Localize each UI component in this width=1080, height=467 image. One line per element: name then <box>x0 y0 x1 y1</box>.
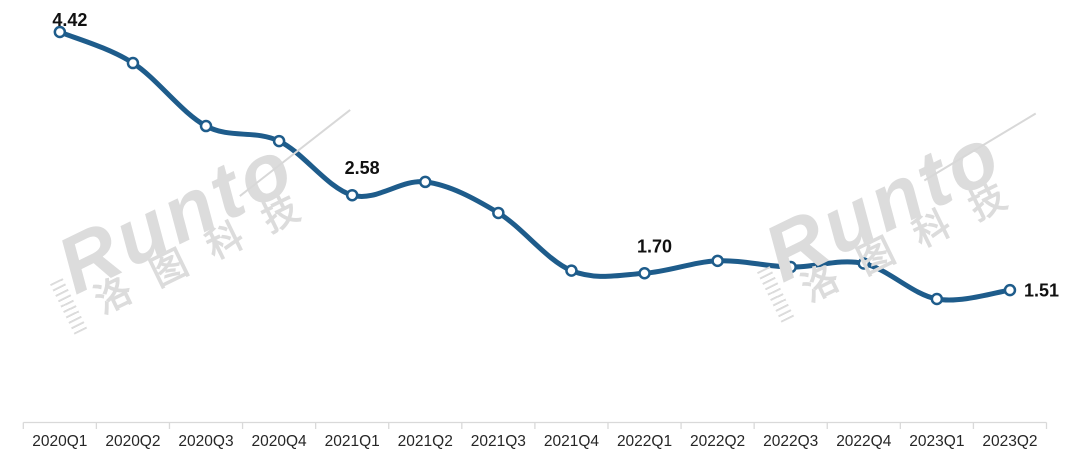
data-point-marker <box>126 56 140 70</box>
x-axis-label: 2022Q3 <box>763 433 818 450</box>
data-point-marker <box>419 175 432 189</box>
data-point-marker <box>199 119 213 133</box>
data-label: 2.58 <box>345 158 380 178</box>
x-axis-label: 2021Q1 <box>325 433 380 450</box>
x-axis-label: 2020Q2 <box>105 433 160 450</box>
data-point-marker <box>784 260 797 274</box>
x-axis-label: 2020Q3 <box>178 433 233 450</box>
data-point-marker <box>565 264 578 277</box>
data-label: 1.70 <box>637 236 672 256</box>
x-axis-label: 2023Q1 <box>909 433 964 450</box>
data-point-marker <box>272 134 286 148</box>
x-axis-label: 2021Q2 <box>398 433 453 450</box>
data-point-marker <box>857 257 871 270</box>
x-axis-label: 2022Q2 <box>690 433 745 450</box>
x-axis-label: 2020Q4 <box>252 433 308 450</box>
data-point-marker <box>711 254 724 268</box>
x-axis-label: 2022Q4 <box>836 433 892 450</box>
data-point-marker <box>345 188 359 202</box>
x-axis-label: 2021Q3 <box>471 433 526 450</box>
data-label: 1.51 <box>1024 281 1059 301</box>
x-axis-label: 2022Q1 <box>617 433 672 450</box>
data-point-marker <box>1003 283 1017 297</box>
data-label: 4.42 <box>52 10 87 30</box>
x-axis-label: 2021Q4 <box>544 433 600 450</box>
data-point-marker <box>53 25 67 39</box>
data-point-marker <box>930 292 944 306</box>
x-axis-label: 2023Q2 <box>982 433 1037 450</box>
x-axis-label: 2020Q1 <box>32 433 87 450</box>
data-point-marker <box>492 206 505 220</box>
data-point-marker <box>638 267 651 280</box>
